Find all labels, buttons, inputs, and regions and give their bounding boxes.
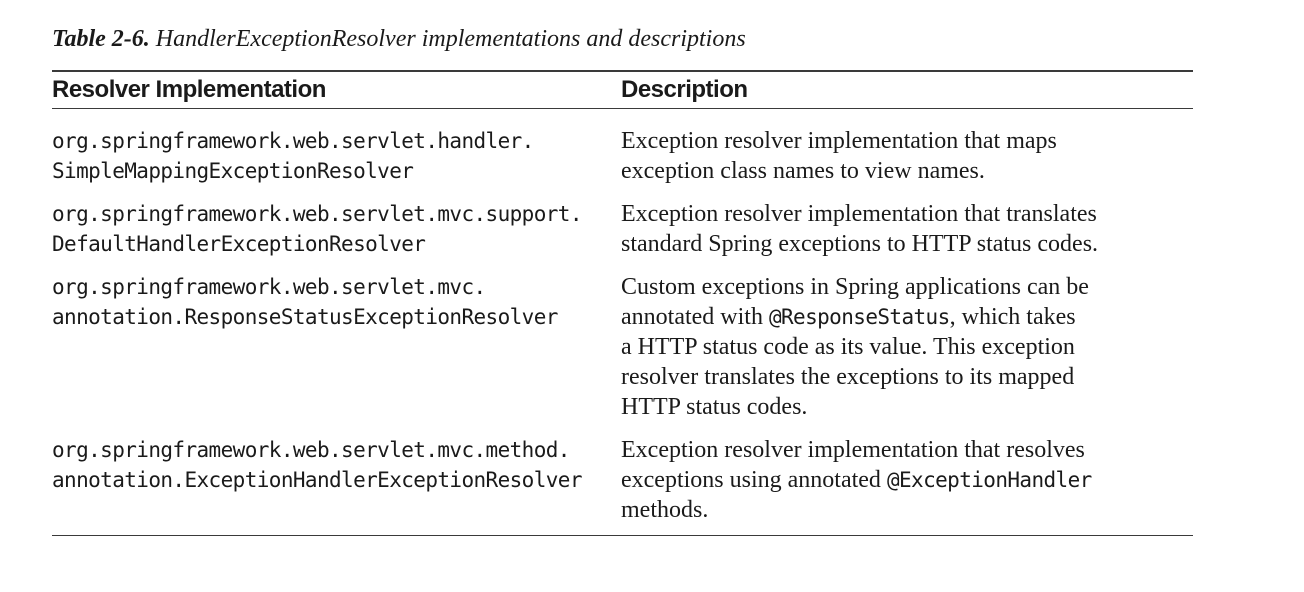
description-line: annotated with @ResponseStatus, which ta… [621, 302, 1193, 332]
description-text: annotated with [621, 304, 769, 330]
description-text: standard Spring exceptions to HTTP statu… [621, 231, 1099, 257]
table-body: org.springframework.web.servlet.handler.… [52, 109, 1193, 525]
description-line: a HTTP status code as its value. This ex… [621, 332, 1193, 362]
description-text: Exception resolver implementation that r… [621, 437, 1085, 463]
description-text: resolver translates the exceptions to it… [621, 364, 1075, 390]
description-line: Exception resolver implementation that t… [621, 199, 1193, 229]
description-line: Custom exceptions in Spring applications… [621, 272, 1193, 302]
table-caption-title: HandlerExceptionResolver implementations… [155, 26, 746, 52]
implementation-line: org.springframework.web.servlet.mvc.supp… [52, 202, 583, 226]
table-bottom-rule [52, 535, 1193, 536]
table-caption-number: Table 2-6. [52, 26, 150, 52]
description-text: exception class names to view names. [621, 158, 985, 184]
description-text: methods. [621, 497, 709, 523]
implementation-line: DefaultHandlerExceptionResolver [52, 232, 426, 256]
description-text: Exception resolver implementation that t… [621, 201, 1097, 227]
implementation-line: annotation.ExceptionHandlerExceptionReso… [52, 468, 583, 492]
description-line: methods. [621, 495, 1193, 525]
table-top-rule [52, 70, 1193, 72]
description-cell: Custom exceptions in Spring applications… [621, 272, 1193, 422]
description-text: HTTP status codes. [621, 394, 808, 420]
description-text: exceptions using annotated [621, 467, 887, 493]
table-row: org.springframework.web.servlet.mvc.meth… [52, 435, 1193, 525]
column-header-description: Description [621, 76, 748, 103]
table-row: org.springframework.web.servlet.handler.… [52, 126, 1193, 186]
column-header-implementation: Resolver Implementation [52, 76, 326, 103]
implementation-line: org.springframework.web.servlet.mvc.meth… [52, 438, 570, 462]
implementation-cell: org.springframework.web.servlet.mvc. anno… [52, 272, 621, 422]
table-row: org.springframework.web.servlet.mvc.supp… [52, 199, 1193, 259]
implementation-line: SimpleMappingExceptionResolver [52, 159, 414, 183]
table-header-row: Resolver Implementation Description [52, 72, 1193, 108]
description-line: Exception resolver implementation that m… [621, 126, 1193, 156]
description-text: a HTTP status code as its value. This ex… [621, 334, 1075, 360]
description-text: , which takes [949, 304, 1076, 330]
implementation-cell: org.springframework.web.servlet.mvc.supp… [52, 199, 621, 259]
description-cell: Exception resolver implementation that t… [621, 199, 1193, 259]
table-caption: Table 2-6. HandlerExceptionResolver impl… [52, 24, 746, 54]
resolver-table: Resolver Implementation Description org.… [52, 70, 1193, 536]
description-line: Exception resolver implementation that r… [621, 435, 1193, 465]
description-cell: Exception resolver implementation that m… [621, 126, 1193, 186]
description-text: Exception resolver implementation that m… [621, 128, 1057, 154]
description-line: standard Spring exceptions to HTTP statu… [621, 229, 1193, 259]
description-line: HTTP status codes. [621, 392, 1193, 422]
table-header-rule [52, 108, 1193, 109]
description-line: exceptions using annotated @ExceptionHan… [621, 465, 1193, 495]
implementation-cell: org.springframework.web.servlet.handler.… [52, 126, 621, 186]
inline-code-annotation: @ResponseStatus [768, 305, 950, 329]
description-text: Custom exceptions in Spring applications… [621, 274, 1089, 300]
description-line: exception class names to view names. [621, 156, 1193, 186]
inline-code-annotation: @ExceptionHandler [886, 468, 1092, 492]
implementation-cell: org.springframework.web.servlet.mvc.meth… [52, 435, 621, 525]
implementation-line: annotation.ResponseStatusExceptionResolv… [52, 305, 558, 329]
description-cell: Exception resolver implementation that r… [621, 435, 1193, 525]
implementation-line: org.springframework.web.servlet.handler. [52, 129, 534, 153]
description-line: resolver translates the exceptions to it… [621, 362, 1193, 392]
table-row: org.springframework.web.servlet.mvc. anno… [52, 272, 1193, 422]
implementation-line: org.springframework.web.servlet.mvc. [52, 275, 486, 299]
